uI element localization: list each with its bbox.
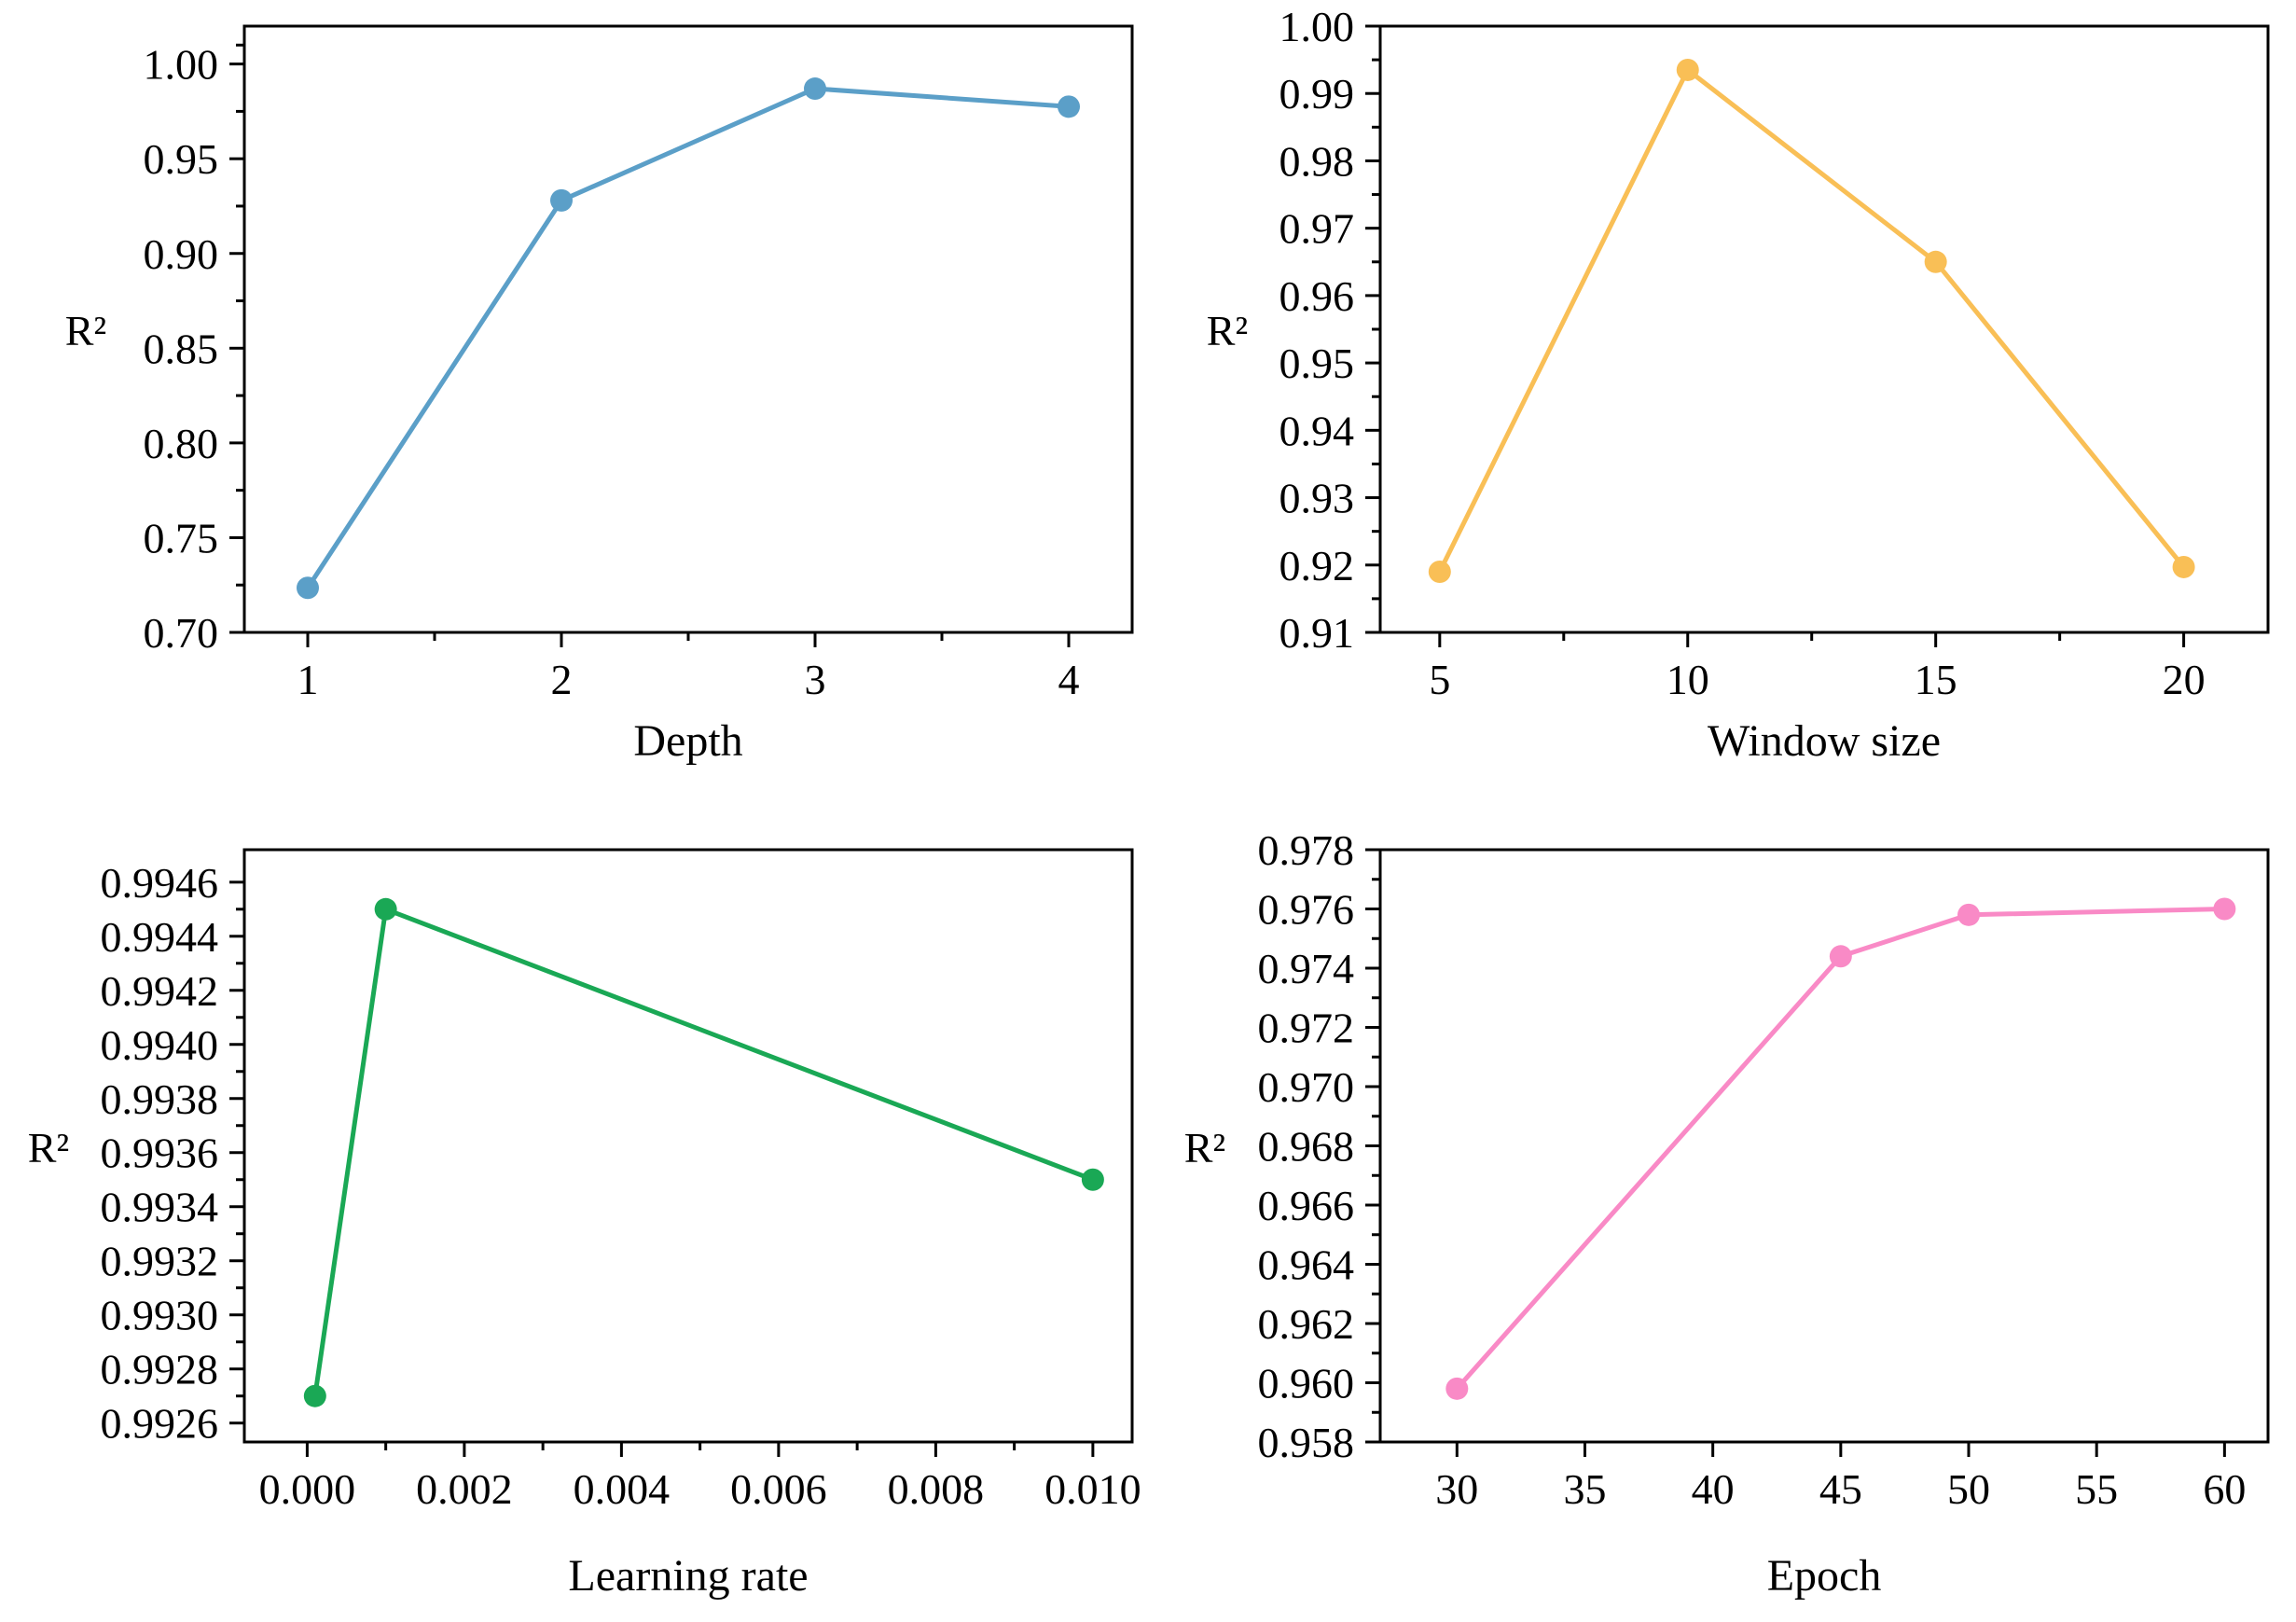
- y-tick-label: 0.9940: [101, 1021, 219, 1069]
- x-tick-label: 0.004: [574, 1465, 671, 1513]
- y-tick-label: 0.9944: [101, 913, 219, 961]
- x-tick-label: 3: [805, 656, 826, 703]
- y-axis-title: R²: [65, 307, 106, 354]
- data-point: [550, 188, 573, 212]
- y-tick-label: 0.98: [1279, 137, 1355, 185]
- x-tick-label: 45: [1819, 1465, 1862, 1513]
- y-tick-label: 0.9930: [101, 1292, 219, 1339]
- panel-learning-rate: 0.000 0.002 0.004 0.006 0.008 0.010 0.9926 0.99…: [28, 848, 1141, 1601]
- data-point: [1829, 945, 1852, 968]
- data-point: [303, 1384, 326, 1407]
- y-tick-label: 0.9938: [101, 1075, 219, 1123]
- plot-frame: [1378, 848, 2270, 1444]
- x-tick-label: 15: [1915, 656, 1957, 703]
- series-line-window-size: [1437, 67, 2187, 575]
- panel-depth: 1 2 3 4 0.70 0.75 0.80 0.85 0.90 0.95 1.00 Depth R²: [65, 24, 1134, 766]
- y-tick-label: 0.9946: [101, 859, 219, 907]
- x-tick-label: 1: [297, 656, 319, 703]
- y-tick-label: 0.90: [144, 230, 219, 278]
- data-point: [2172, 555, 2195, 578]
- y-tick-label: 0.972: [1258, 1005, 1355, 1052]
- data-point: [1081, 1168, 1104, 1191]
- y-tick-label: 0.976: [1258, 886, 1355, 934]
- y-axis-title: R²: [1184, 1124, 1225, 1171]
- series-line-depth: [305, 86, 1072, 590]
- x-tick-label: 0.000: [259, 1465, 356, 1513]
- y-tick-label: 0.96: [1279, 272, 1355, 320]
- y-tick-label: 1.00: [144, 41, 219, 89]
- y-tick-label: 0.92: [1279, 542, 1355, 589]
- y-tick-label: 0.70: [144, 609, 219, 657]
- x-tick-label: 0.008: [888, 1465, 985, 1513]
- data-point: [297, 576, 319, 600]
- y-tick-label: 0.93: [1279, 475, 1355, 522]
- data-point: [804, 77, 826, 101]
- data-point: [1676, 58, 1699, 81]
- y-tick-label: 0.80: [144, 420, 219, 467]
- data-point: [1445, 1377, 1469, 1400]
- y-tick-label: 0.970: [1258, 1063, 1355, 1111]
- series-line-learning-rate: [312, 907, 1096, 1399]
- series-line-epoch: [1454, 907, 2227, 1392]
- x-tick-label: 50: [1947, 1465, 1990, 1513]
- plot-frame: [1378, 24, 2270, 634]
- data-point: [1428, 561, 1451, 583]
- y-tick-label: 0.94: [1279, 407, 1355, 454]
- x-axis-title: Learning rate: [568, 1551, 808, 1601]
- y-tick-label: 0.95: [144, 135, 219, 183]
- x-tick-label: 40: [1692, 1465, 1735, 1513]
- y-tick-label: 0.962: [1258, 1300, 1355, 1348]
- x-axis-title: Epoch: [1767, 1551, 1882, 1601]
- y-tick-label: 0.9928: [101, 1346, 219, 1393]
- plot-frame: [242, 24, 1134, 634]
- y-tick-label: 0.99: [1279, 70, 1355, 118]
- y-tick-label: 0.958: [1258, 1419, 1355, 1466]
- y-tick-label: 0.91: [1279, 609, 1355, 657]
- y-tick-label: 0.9934: [101, 1184, 219, 1231]
- y-tick-label: 0.974: [1258, 945, 1355, 992]
- x-axis-title: Window size: [1708, 716, 1941, 766]
- x-tick-label: 35: [1563, 1465, 1606, 1513]
- y-tick-label: 0.9942: [101, 967, 219, 1015]
- y-tick-label: 0.95: [1279, 340, 1355, 387]
- y-tick-label: 0.964: [1258, 1241, 1355, 1289]
- x-tick-label: 2: [551, 656, 573, 703]
- y-tick-label: 0.75: [144, 514, 219, 561]
- x-tick-label: 0.002: [416, 1465, 513, 1513]
- x-tick-label: 55: [2075, 1465, 2118, 1513]
- x-tick-label: 10: [1667, 656, 1709, 703]
- data-point: [1957, 903, 1981, 926]
- y-axis-title: R²: [1207, 307, 1248, 354]
- x-tick-label: 20: [2163, 656, 2206, 703]
- x-tick-label: 60: [2203, 1465, 2246, 1513]
- y-tick-label: 0.968: [1258, 1123, 1355, 1171]
- y-tick-label: 0.9926: [101, 1400, 219, 1448]
- y-tick-label: 0.97: [1279, 205, 1355, 253]
- x-tick-label: 4: [1058, 656, 1080, 703]
- y-tick-label: 0.85: [144, 325, 219, 372]
- y-axis-title: R²: [28, 1124, 69, 1171]
- y-tick-label: 0.960: [1258, 1360, 1355, 1407]
- data-point: [374, 897, 397, 921]
- x-tick-label: 0.006: [730, 1465, 827, 1513]
- data-point: [1058, 95, 1080, 118]
- panel-window-size: 5 10 15 20 0.91 0.92 0.93 0.94 0.95 0.96 0.97 0.98 0…: [1207, 3, 2270, 766]
- y-tick-label: 1.00: [1279, 3, 1355, 50]
- plot-frame: [242, 848, 1134, 1444]
- data-point: [1924, 250, 1947, 273]
- y-tick-label: 0.9936: [101, 1130, 219, 1177]
- y-tick-label: 0.978: [1258, 826, 1355, 874]
- panel-epoch: 30 35 40 45 50 55 60 0.958 0.960 0.962 0.964 0.966 0…: [1184, 826, 2270, 1601]
- data-point: [2213, 897, 2236, 921]
- x-tick-label: 30: [1435, 1465, 1478, 1513]
- x-axis-title: Depth: [633, 716, 742, 766]
- x-tick-label: 0.010: [1044, 1465, 1141, 1513]
- y-tick-label: 0.966: [1258, 1182, 1355, 1229]
- y-tick-label: 0.9932: [101, 1238, 219, 1285]
- x-tick-label: 5: [1429, 656, 1450, 703]
